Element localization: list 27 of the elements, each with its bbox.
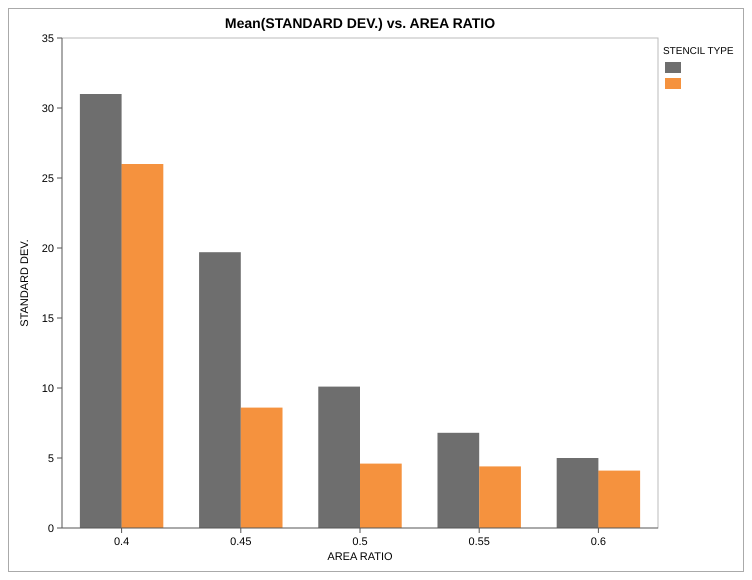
x-tick-label: 0.5 xyxy=(352,536,368,548)
legend-title: STENCIL TYPE xyxy=(663,46,734,57)
x-tick-label: 0.45 xyxy=(230,536,252,548)
bar xyxy=(556,458,598,528)
y-axis-title: STANDARD DEV. xyxy=(19,239,31,327)
y-tick-label: 20 xyxy=(42,242,54,255)
bar xyxy=(437,432,480,528)
x-axis-title: AREA RATIO xyxy=(327,551,394,563)
y-tick-label: 25 xyxy=(42,172,54,185)
bar xyxy=(360,464,402,528)
x-tick-label: 0.4 xyxy=(114,536,130,548)
bar xyxy=(318,386,360,528)
bar xyxy=(199,252,241,528)
y-tick-label: 35 xyxy=(42,32,54,45)
x-tick-label: 0.6 xyxy=(590,536,606,548)
chart-title: Mean(STANDARD DEV.) vs. AREA RATIO xyxy=(224,15,496,31)
y-tick-label: 5 xyxy=(48,452,54,465)
bar xyxy=(122,164,164,528)
y-tick-label: 30 xyxy=(42,102,54,115)
y-tick-label: 0 xyxy=(48,522,54,535)
y-tick-label: 10 xyxy=(42,382,54,395)
y-tick-label: 15 xyxy=(42,312,54,325)
bar xyxy=(598,470,640,528)
bar xyxy=(479,466,521,528)
bar xyxy=(80,94,122,528)
x-tick-label: 0.55 xyxy=(468,536,490,548)
bar xyxy=(240,408,283,528)
